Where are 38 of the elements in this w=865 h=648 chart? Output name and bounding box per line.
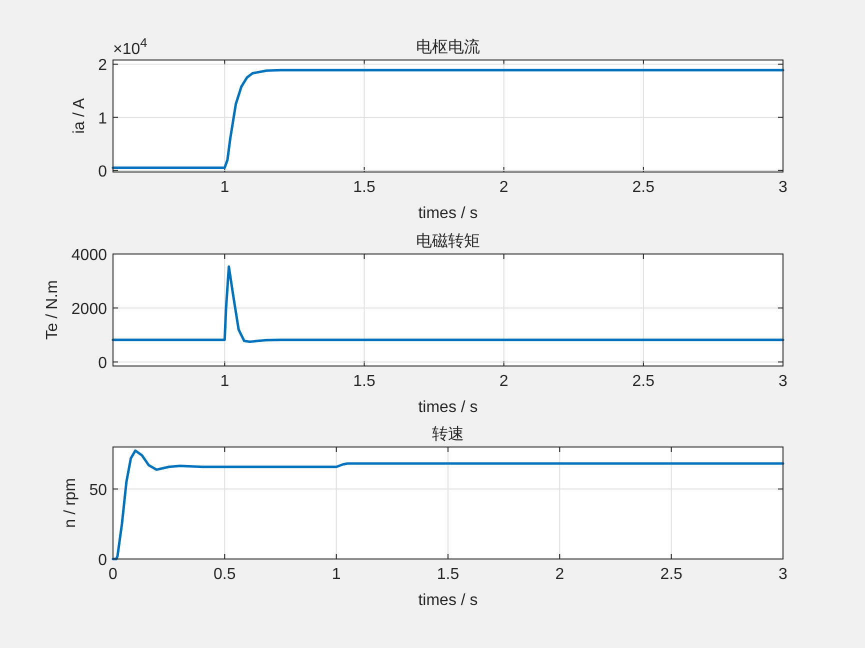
x-tick-label: 1: [220, 373, 230, 390]
x-tick-label: 2: [555, 566, 564, 583]
x-axis-title: times / s: [418, 205, 478, 222]
text: ×10$^{4}$: [113, 34, 148, 58]
y-axis-title: Te / N.m: [44, 280, 61, 340]
x-tick-label: 1: [220, 179, 230, 196]
chart-title: 电磁转矩: [416, 231, 480, 250]
y-tick-label: 4000: [71, 247, 108, 264]
x-tick-label: 2: [499, 373, 508, 390]
y-tick-label: 0: [98, 354, 108, 372]
x-tick-label: 3: [778, 566, 788, 583]
x-tick-label: 3: [778, 373, 788, 390]
y-tick-label: 0: [98, 163, 108, 180]
y-axis-title: ia / A: [71, 98, 88, 134]
line-series: [112, 68, 784, 169]
x-axis-title: times / s: [418, 399, 478, 416]
x-tick-label: 0.5: [214, 566, 236, 583]
x-tick-label: 2.5: [632, 373, 655, 390]
x-tick-label: 0: [108, 566, 118, 583]
line-series: [112, 449, 784, 560]
x-tick-label: 1.5: [436, 566, 460, 583]
y-tick-label: 2000: [71, 300, 108, 318]
x-tick-label: 2.5: [660, 566, 683, 583]
x-tick-label: 1.5: [353, 373, 376, 390]
y-tick-label: 50: [89, 482, 108, 499]
x-axis-title: times / s: [418, 592, 478, 609]
x-tick-label: 2.5: [632, 179, 655, 196]
line-series: [112, 265, 784, 343]
y-axis-title: n / rpm: [62, 478, 79, 528]
x-tick-label: 1.5: [353, 179, 376, 196]
y-tick-label: 2: [98, 57, 108, 74]
x-tick-label: 1: [332, 566, 341, 583]
y-tick-label: 0: [98, 552, 108, 569]
chart-title: 转速: [432, 424, 464, 443]
x-tick-label: 3: [778, 179, 788, 196]
x-tick-label: 2: [499, 179, 508, 196]
chart-title: 电枢电流: [416, 37, 480, 56]
y-tick-label: 1: [98, 110, 108, 128]
